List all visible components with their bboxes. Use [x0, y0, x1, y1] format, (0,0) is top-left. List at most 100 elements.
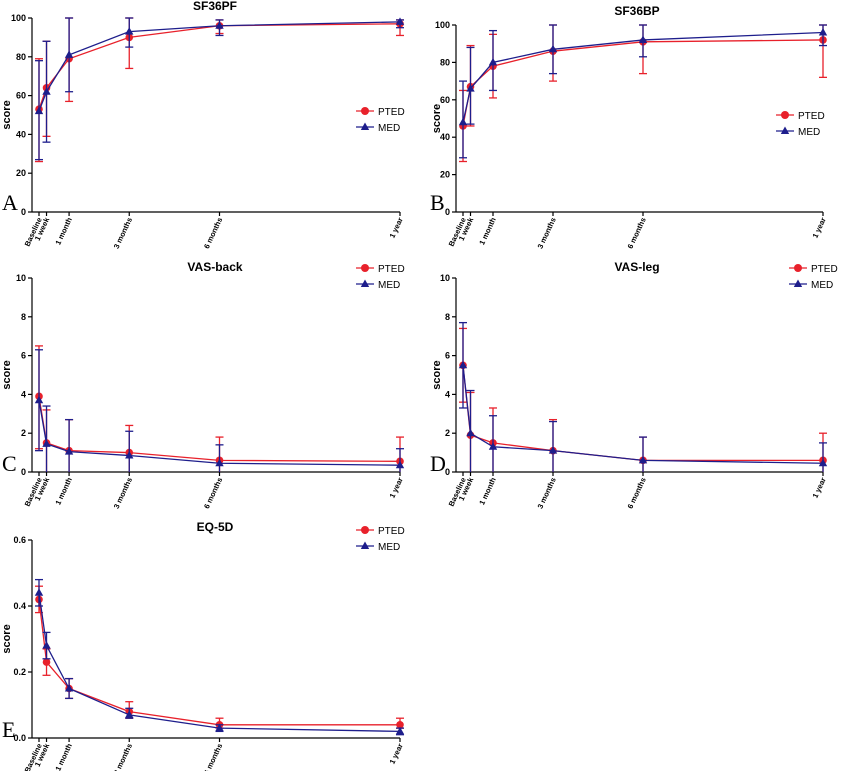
data-point — [396, 721, 404, 729]
data-point — [488, 57, 498, 66]
y-tick-label: 100 — [11, 13, 26, 23]
y-tick-label: 0 — [445, 207, 450, 217]
legend-label: PTED — [378, 526, 405, 537]
y-tick-label: 60 — [440, 95, 450, 105]
x-tick-label: 6 months — [202, 742, 224, 771]
chart-title: VAS-back — [187, 260, 242, 274]
legend-marker — [361, 526, 369, 534]
y-tick-label: 10 — [16, 273, 26, 283]
panel-letter: B — [430, 190, 445, 215]
data-point — [215, 723, 224, 732]
data-point — [818, 27, 828, 36]
data-point — [125, 451, 134, 459]
legend-marker — [781, 111, 789, 119]
y-axis-label: score — [1, 624, 13, 653]
data-point — [64, 684, 74, 692]
chart-title: EQ-5D — [197, 520, 234, 534]
legend-label: MED — [811, 280, 833, 291]
data-point — [466, 428, 475, 437]
data-point — [34, 106, 44, 115]
chart-title: SF36PF — [193, 0, 237, 13]
legend: PTED MED — [356, 264, 405, 291]
legend-marker — [793, 279, 803, 287]
data-point — [395, 460, 405, 469]
legend-label: MED — [378, 542, 400, 553]
x-tick-label: 6 months — [626, 476, 648, 510]
legend-label: PTED — [811, 264, 838, 275]
y-tick-label: 0 — [21, 207, 26, 217]
series-line — [38, 400, 401, 466]
x-tick-label: 3 months — [112, 216, 134, 250]
panel-letter: A — [2, 190, 18, 215]
y-axis-label: score — [1, 100, 13, 129]
legend-marker — [360, 541, 370, 549]
data-point — [395, 17, 405, 25]
y-tick-label: 0.4 — [13, 601, 26, 611]
x-tick-label: 6 months — [202, 476, 224, 510]
data-point — [466, 84, 475, 92]
series-pted — [35, 585, 404, 729]
data-point — [638, 455, 648, 464]
data-point — [458, 360, 468, 369]
x-tick-label: 1 month — [53, 742, 74, 771]
legend: PTED MED — [356, 526, 405, 553]
legend-label: MED — [378, 280, 400, 291]
y-tick-label: 4 — [21, 389, 26, 399]
data-point — [638, 35, 648, 43]
series-med — [34, 578, 405, 736]
data-point — [42, 658, 51, 666]
panel-letter: E — [2, 717, 15, 742]
y-tick-label: 20 — [16, 168, 26, 178]
legend: PTED MED — [789, 264, 838, 291]
x-tick-label: 1 year — [387, 216, 404, 240]
legend: PTED MED — [356, 107, 405, 134]
y-axis-label: score — [1, 360, 13, 389]
data-point — [125, 710, 134, 718]
legend-label: PTED — [798, 111, 825, 122]
data-point — [42, 87, 51, 95]
x-tick-label: 6 months — [626, 216, 648, 250]
y-tick-label: 0 — [21, 467, 26, 477]
legend-marker — [780, 126, 790, 134]
y-tick-label: 40 — [16, 129, 26, 139]
data-point — [548, 44, 558, 53]
y-tick-label: 20 — [440, 170, 450, 180]
x-tick-label: 1 year — [810, 476, 827, 500]
y-axis-label: score — [431, 104, 443, 133]
y-axis-label: score — [431, 360, 443, 389]
series-med — [458, 321, 828, 472]
legend-marker — [361, 107, 369, 115]
series-med — [458, 24, 828, 159]
panel-letter: C — [2, 451, 17, 476]
legend-marker — [794, 264, 802, 272]
y-tick-label: 60 — [16, 91, 26, 101]
series-med — [34, 349, 405, 472]
y-tick-label: 100 — [435, 20, 450, 30]
x-tick-label: 3 months — [112, 742, 134, 771]
x-tick-label: 1 month — [477, 476, 498, 507]
x-tick-label: 1 month — [53, 476, 74, 507]
y-tick-label: 0.0 — [13, 733, 26, 743]
legend: PTED MED — [776, 111, 825, 138]
y-tick-label: 40 — [440, 132, 450, 142]
x-tick-label: 6 months — [202, 216, 224, 250]
y-tick-label: 4 — [445, 389, 450, 399]
series-line — [38, 23, 401, 110]
legend-marker — [361, 264, 369, 272]
legend-marker — [360, 279, 370, 287]
data-point — [64, 447, 74, 455]
y-tick-label: 0 — [445, 467, 450, 477]
x-tick-label: 3 months — [536, 476, 558, 510]
series-line — [38, 21, 401, 112]
data-point — [64, 50, 74, 58]
y-tick-label: 2 — [21, 428, 26, 438]
y-tick-label: 6 — [21, 351, 26, 361]
panel-letter: D — [430, 451, 446, 476]
series-line — [38, 599, 400, 726]
chart-title: VAS-leg — [614, 260, 659, 274]
